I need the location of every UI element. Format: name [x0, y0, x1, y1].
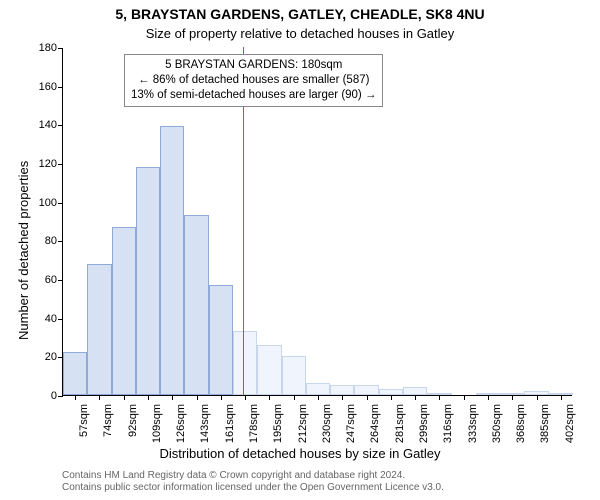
- x-tick-label: 385sqm: [540, 404, 552, 443]
- footer-text: Contains HM Land Registry data © Crown c…: [62, 470, 444, 494]
- annotation-box: 5 BRAYSTAN GARDENS: 180sqm ← 86% of deta…: [124, 54, 383, 107]
- histogram-bar: [160, 126, 184, 395]
- footer-line1: Contains HM Land Registry data © Crown c…: [62, 470, 444, 482]
- annotation-line3: 13% of semi-detached houses are larger (…: [131, 88, 376, 103]
- x-tick: [75, 395, 76, 400]
- x-tick: [512, 395, 513, 400]
- y-tick: [58, 396, 63, 397]
- footer-line2: Contains public sector information licen…: [62, 482, 444, 494]
- x-tick: [318, 395, 319, 400]
- y-tick: [58, 280, 63, 281]
- x-tick-label: 57sqm: [78, 404, 90, 437]
- x-tick-label: 299sqm: [418, 404, 430, 443]
- histogram-bar: [306, 383, 330, 395]
- x-tick: [294, 395, 295, 400]
- x-tick: [342, 395, 343, 400]
- x-tick-label: 316sqm: [442, 404, 454, 443]
- x-tick-label: 368sqm: [515, 404, 527, 443]
- x-tick: [269, 395, 270, 400]
- x-tick-label: 402sqm: [564, 404, 576, 443]
- x-axis-label: Distribution of detached houses by size …: [0, 446, 600, 461]
- histogram-bar: [354, 385, 378, 395]
- x-tick: [367, 395, 368, 400]
- x-tick: [124, 395, 125, 400]
- x-tick: [245, 395, 246, 400]
- x-tick-label: 92sqm: [127, 404, 139, 437]
- histogram-bar: [136, 167, 160, 395]
- histogram-bar: [63, 352, 87, 395]
- histogram-bar: [233, 331, 257, 395]
- x-tick: [464, 395, 465, 400]
- histogram-bar: [257, 345, 281, 395]
- y-tick-label: 160: [27, 81, 57, 93]
- histogram-bar: [403, 387, 427, 395]
- histogram-bar: [282, 356, 306, 395]
- x-tick: [99, 395, 100, 400]
- x-tick: [439, 395, 440, 400]
- y-tick-label: 140: [27, 119, 57, 131]
- y-tick: [58, 319, 63, 320]
- x-tick-label: 161sqm: [224, 404, 236, 443]
- histogram-bar: [112, 227, 136, 395]
- y-tick-label: 80: [27, 235, 57, 247]
- x-tick-label: 195sqm: [272, 404, 284, 443]
- annotation-line2: ← 86% of detached houses are smaller (58…: [131, 73, 376, 88]
- x-tick-label: 333sqm: [467, 404, 479, 443]
- y-tick-label: 0: [27, 390, 57, 402]
- y-tick: [58, 164, 63, 165]
- x-tick: [391, 395, 392, 400]
- x-tick-label: 281sqm: [394, 404, 406, 443]
- y-tick-label: 20: [27, 351, 57, 363]
- y-tick: [58, 87, 63, 88]
- x-tick-label: 126sqm: [175, 404, 187, 443]
- y-tick-label: 100: [27, 197, 57, 209]
- chart-container: 5, BRAYSTAN GARDENS, GATLEY, CHEADLE, SK…: [0, 0, 600, 500]
- x-tick-label: 212sqm: [297, 404, 309, 443]
- x-tick-label: 350sqm: [491, 404, 503, 443]
- histogram-bar: [330, 385, 354, 395]
- x-tick-label: 230sqm: [321, 404, 333, 443]
- x-tick-label: 178sqm: [248, 404, 260, 443]
- x-tick: [488, 395, 489, 400]
- x-tick-label: 74sqm: [102, 404, 114, 437]
- x-tick-label: 109sqm: [151, 404, 163, 443]
- histogram-bar: [184, 215, 208, 395]
- x-tick: [415, 395, 416, 400]
- histogram-bar: [209, 285, 233, 395]
- x-tick-label: 264sqm: [370, 404, 382, 443]
- histogram-bar: [87, 264, 111, 395]
- chart-subtitle: Size of property relative to detached ho…: [0, 26, 600, 41]
- y-tick: [58, 241, 63, 242]
- x-tick-label: 143sqm: [200, 404, 212, 443]
- x-tick: [221, 395, 222, 400]
- x-tick: [561, 395, 562, 400]
- x-tick-label: 247sqm: [345, 404, 357, 443]
- y-tick-label: 120: [27, 158, 57, 170]
- chart-title: 5, BRAYSTAN GARDENS, GATLEY, CHEADLE, SK…: [0, 6, 600, 22]
- y-tick-label: 40: [27, 313, 57, 325]
- x-tick: [172, 395, 173, 400]
- y-tick-label: 60: [27, 274, 57, 286]
- annotation-line1: 5 BRAYSTAN GARDENS: 180sqm: [131, 58, 376, 73]
- x-tick: [537, 395, 538, 400]
- y-tick: [58, 203, 63, 204]
- x-tick: [148, 395, 149, 400]
- y-tick: [58, 125, 63, 126]
- y-tick: [58, 48, 63, 49]
- y-tick-label: 180: [27, 42, 57, 54]
- x-tick: [197, 395, 198, 400]
